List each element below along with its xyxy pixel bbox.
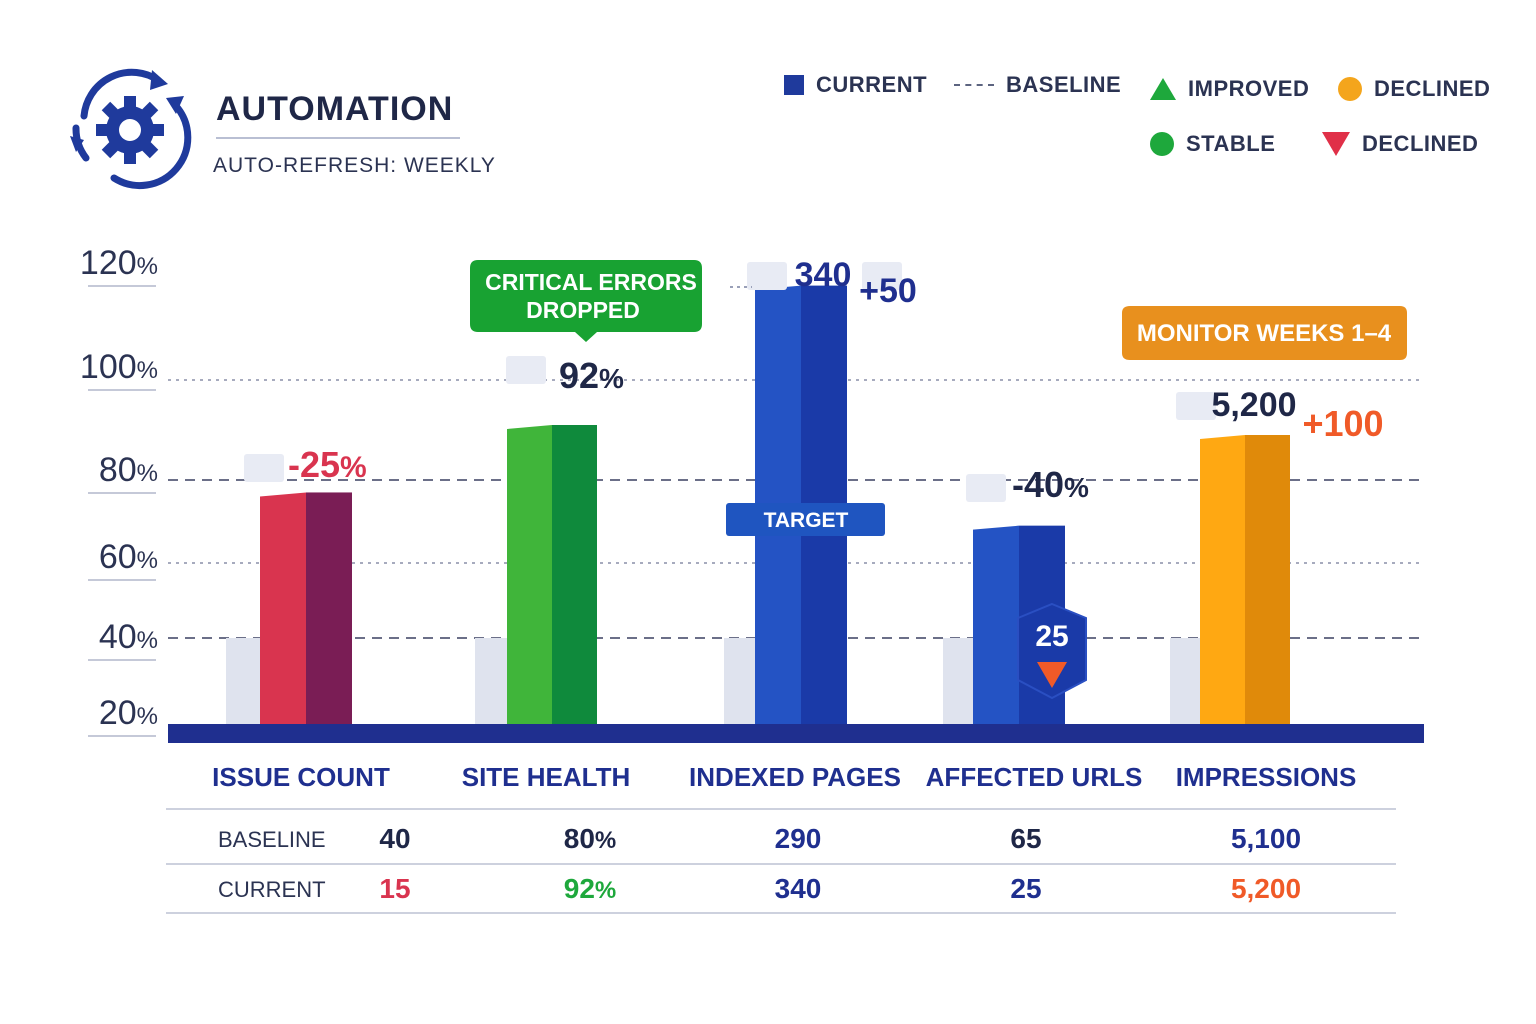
data-label-delta: +50 (859, 272, 917, 310)
callout-text: MONITOR WEEKS 1–4 (1137, 320, 1392, 347)
y-tick-label: 20% (99, 694, 158, 732)
data-label: 340 (795, 256, 852, 294)
baseline-bar (226, 638, 262, 724)
automation-gear-icon (70, 68, 192, 190)
critical-errors-callout (470, 260, 702, 342)
table-cell: 92% (564, 873, 617, 904)
title-divider (216, 137, 460, 139)
legend-baseline: BASELINE (954, 72, 1121, 98)
legend-current: CURRENT (784, 72, 927, 98)
monitor-weeks-callout (1122, 306, 1407, 360)
legend-label: DECLINED (1362, 131, 1479, 156)
callout-text-line: CRITICAL ERRORS (485, 269, 697, 295)
legend-stable: STABLE (1150, 131, 1275, 157)
current-bar (260, 492, 306, 724)
table-cell: 25 (1010, 873, 1041, 904)
table-cell: 15 (379, 873, 410, 904)
label-chip (1176, 392, 1216, 420)
legend-declined-triangle: DECLINED (1322, 131, 1478, 157)
legend-improved: IMPROVED (1150, 76, 1309, 102)
baseline-bar (724, 638, 760, 724)
legend-square-icon (784, 75, 804, 95)
table-cell: 65 (1010, 823, 1041, 854)
category-label: IMPRESSIONS (1176, 762, 1357, 792)
value-badge (1017, 602, 1087, 700)
table-cell: 80% (564, 823, 617, 854)
legend-label: BASELINE (1006, 72, 1122, 97)
data-label-delta: +100 (1302, 403, 1383, 444)
data-label: 92% (559, 355, 624, 396)
triangle-up-icon (1150, 78, 1176, 100)
table-cell: 340 (775, 873, 822, 904)
y-tick-label: 120% (80, 244, 158, 282)
down-arrow-icon (1037, 662, 1067, 688)
table-cell: 5,100 (1231, 823, 1301, 854)
table-cell: 290 (775, 823, 822, 854)
table-row-label: BASELINE (218, 827, 326, 852)
current-bar-side (552, 425, 597, 724)
refresh-subtitle: AUTO-REFRESH: WEEKLY (213, 154, 496, 177)
label-chip (862, 262, 902, 290)
table-cell: 40 (379, 823, 410, 854)
y-tick-label: 40% (99, 618, 158, 656)
category-label: ISSUE COUNT (212, 762, 390, 792)
current-bar (1200, 435, 1245, 724)
current-bar-side (306, 492, 352, 724)
legend-label: STABLE (1186, 131, 1276, 156)
category-label: INDEXED PAGES (689, 762, 901, 792)
label-chip (506, 356, 546, 384)
circle-icon (1338, 77, 1362, 101)
y-tick-label: 80% (99, 451, 158, 489)
current-bar-side (1245, 435, 1290, 724)
data-label: -40% (1012, 464, 1089, 505)
data-label: 5,200 (1211, 386, 1296, 424)
x-axis-band (168, 724, 1424, 743)
label-chip (966, 474, 1006, 502)
table-row-label: CURRENT (218, 877, 326, 902)
label-chip (244, 454, 284, 482)
table-cell: 5,200 (1231, 873, 1301, 904)
legend-label: DECLINED (1374, 76, 1491, 101)
category-label: SITE HEALTH (462, 762, 631, 792)
target-tag-text: TARGET (764, 509, 849, 532)
chart-title: AUTOMATION (216, 90, 454, 128)
legend-label: IMPROVED (1188, 76, 1310, 101)
y-tick-label: 60% (99, 538, 158, 576)
current-bar (973, 525, 1019, 724)
legend-declined-circle: DECLINED (1338, 76, 1490, 102)
y-tick-label: 100% (80, 348, 158, 386)
data-label: -25% (288, 444, 367, 485)
current-bar (507, 425, 552, 724)
category-label: AFFECTED URLS (926, 762, 1143, 792)
callout-text-line: DROPPED (526, 297, 640, 323)
badge-value: 25 (1035, 620, 1068, 653)
label-chip (747, 262, 787, 290)
baseline-bar (475, 638, 511, 724)
target-tag (726, 503, 885, 536)
circle-icon (1150, 132, 1174, 156)
legend-label: CURRENT (816, 72, 928, 97)
legend-dash-icon (954, 84, 994, 86)
triangle-down-icon (1322, 132, 1350, 156)
